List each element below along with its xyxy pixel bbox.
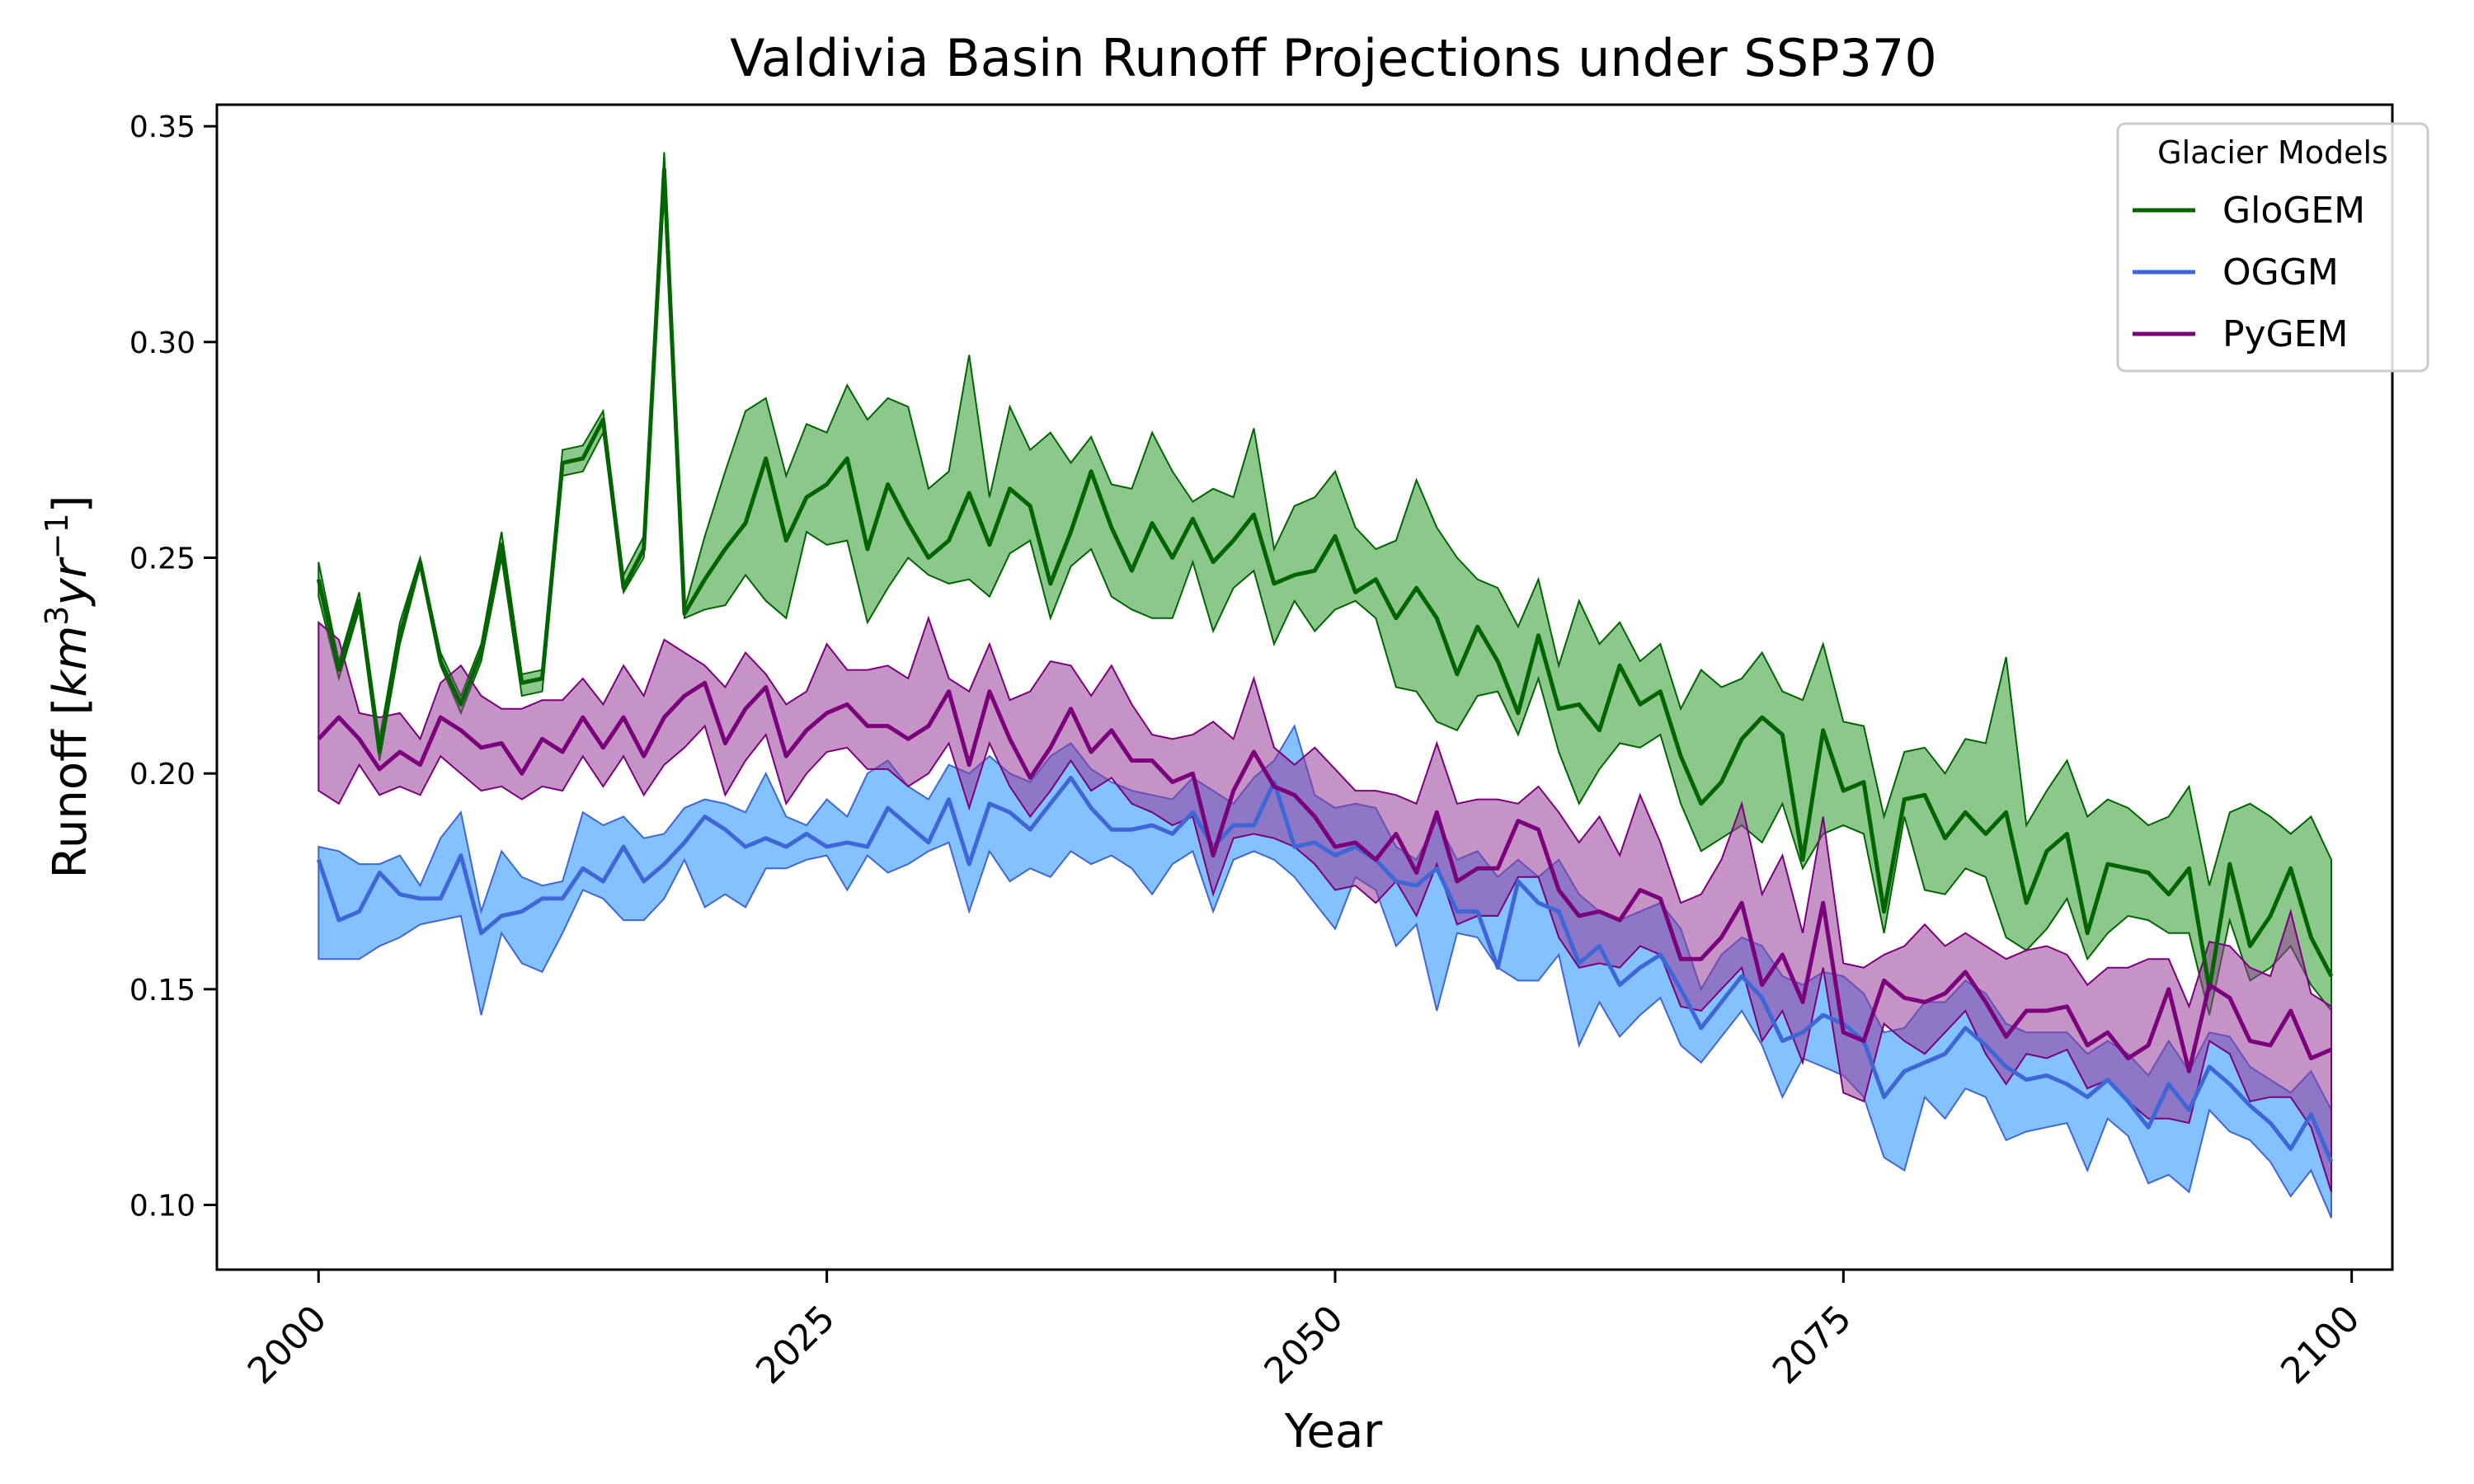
y-axis-label-suffix: ] bbox=[44, 495, 97, 513]
y-axis-ticks: 0.10 0.15 0.20 0.25 0.30 0.35 bbox=[129, 110, 217, 1223]
y-axis-label-unit-km: km bbox=[44, 626, 97, 697]
mean-lines bbox=[316, 167, 2334, 1163]
y-tick-label-0.35: 0.35 bbox=[129, 110, 195, 144]
y-axis-label: Runoff [km3yr−1] bbox=[39, 495, 97, 878]
chart-title: Valdivia Basin Runoff Projections under … bbox=[730, 28, 1937, 88]
y-axis-label-exp-3: 3 bbox=[39, 606, 75, 626]
line-oggm bbox=[316, 775, 2334, 1163]
legend-box bbox=[2116, 122, 2429, 373]
uncertainty-bands bbox=[317, 152, 2332, 1219]
y-axis-label-exp-minus1: −1 bbox=[39, 513, 75, 559]
y-tick-label-0.30: 0.30 bbox=[129, 326, 195, 360]
y-tick-label-0.10: 0.10 bbox=[129, 1190, 195, 1223]
y-axis-label-unit-yr: yr bbox=[44, 556, 97, 607]
band-pygem bbox=[317, 615, 2332, 1193]
legend-label-glogem: GloGEM bbox=[2222, 190, 2365, 232]
legend-title: Glacier Models bbox=[2157, 134, 2388, 171]
legend: Glacier Models GloGEM OGGM PyGEM bbox=[2116, 122, 2429, 373]
legend-label-oggm: OGGM bbox=[2222, 251, 2339, 294]
legend-label-pygem: PyGEM bbox=[2222, 313, 2348, 355]
band-oggm bbox=[317, 724, 2332, 1219]
plot-frame bbox=[215, 103, 2394, 1271]
y-tick-label-0.15: 0.15 bbox=[129, 974, 195, 1007]
y-axis-label-prefix: Runoff [ bbox=[44, 697, 97, 879]
line-pygem bbox=[317, 680, 2332, 1073]
y-tick-label-0.20: 0.20 bbox=[129, 758, 195, 791]
line-glogem bbox=[316, 167, 2334, 992]
y-tick-label-0.25: 0.25 bbox=[129, 542, 195, 576]
x-axis-label: Year bbox=[1284, 1405, 1384, 1458]
